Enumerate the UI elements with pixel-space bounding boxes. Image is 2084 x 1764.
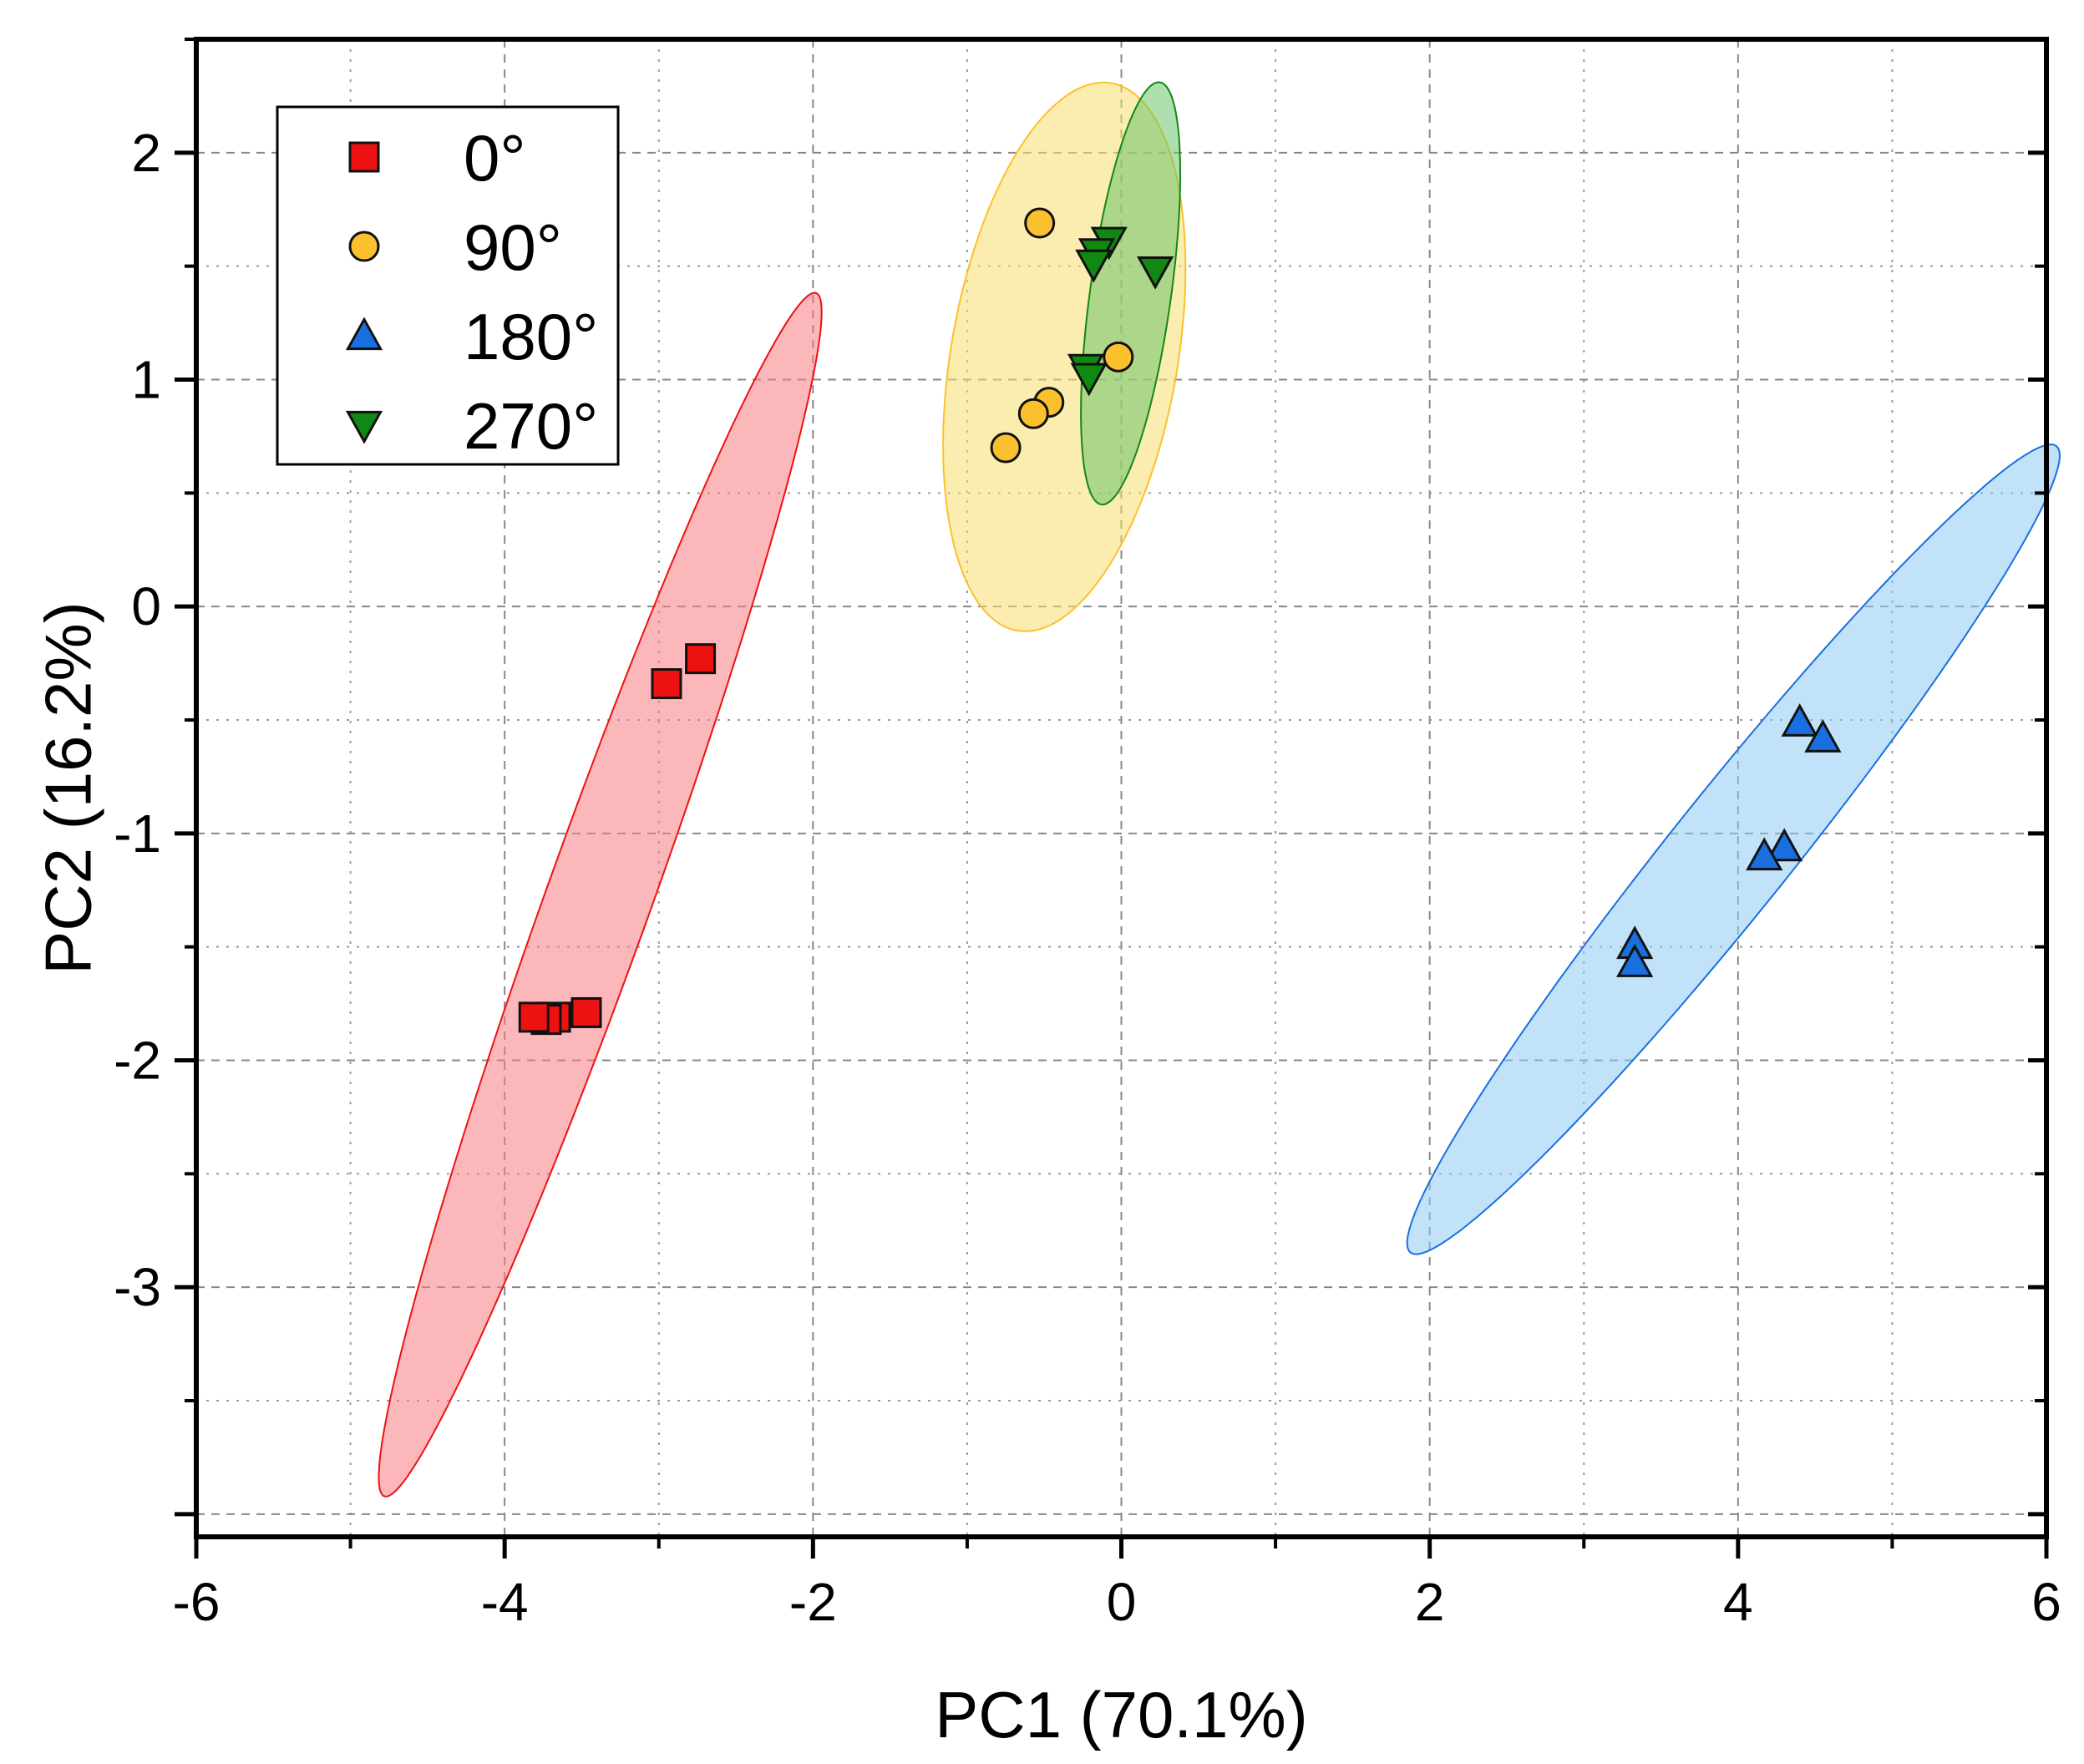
x-tick-label: -4 xyxy=(481,1572,529,1632)
y-axis-title: PC2 (16.2%) xyxy=(32,601,105,975)
y-tick-label: -1 xyxy=(114,803,161,864)
x-tick-label: -2 xyxy=(789,1572,837,1632)
legend-label: 90° xyxy=(464,210,562,284)
legend-label: 180° xyxy=(464,300,598,373)
data-point xyxy=(1746,837,1783,871)
data-point xyxy=(1103,341,1134,373)
confidence-ellipse xyxy=(378,291,823,1498)
x-tick-label: 2 xyxy=(1415,1572,1445,1632)
legend-label: 270° xyxy=(464,389,598,463)
confidence-ellipse xyxy=(1406,444,2061,1255)
data-point xyxy=(1024,207,1056,239)
data-point xyxy=(685,643,717,675)
legend-marker xyxy=(345,410,383,444)
legend-marker xyxy=(348,231,380,262)
data-point xyxy=(1070,362,1108,397)
data-point xyxy=(518,1001,550,1033)
data-point xyxy=(570,996,602,1028)
axis-ticks xyxy=(175,38,2049,1559)
x-axis-title: PC1 (70.1%) xyxy=(935,1678,1308,1751)
legend-marker xyxy=(348,141,380,173)
x-tick-label: -6 xyxy=(173,1572,221,1632)
data-point xyxy=(1804,719,1842,753)
y-tick-label: -2 xyxy=(114,1031,161,1091)
y-tick-labels: -3 -2 -1 0 1 2 xyxy=(114,123,161,1317)
data-point xyxy=(651,668,682,700)
legend: 0° 90° 180° 270° xyxy=(276,105,620,466)
data-point xyxy=(1075,249,1113,283)
x-tick-label: 6 xyxy=(2031,1572,2061,1632)
legend-box xyxy=(276,105,620,466)
confidence-ellipse xyxy=(1080,81,1181,506)
y-tick-label: 1 xyxy=(131,350,161,410)
confidence-ellipses xyxy=(378,81,2061,1498)
data-point xyxy=(990,432,1022,464)
data-point xyxy=(1017,398,1049,429)
y-tick-label: 2 xyxy=(131,123,161,183)
x-tick-labels: -6 -4 -2 0 2 4 6 xyxy=(173,1572,2061,1632)
legend-label: 0° xyxy=(464,121,526,195)
data-point xyxy=(1137,256,1174,290)
x-tick-label: 4 xyxy=(1723,1572,1753,1632)
x-tick-label: 0 xyxy=(1107,1572,1137,1632)
data-points xyxy=(518,207,1842,1036)
y-tick-label: -3 xyxy=(114,1257,161,1317)
data-point xyxy=(1766,828,1803,862)
data-point xyxy=(1781,703,1818,737)
legend-marker xyxy=(345,317,383,351)
data-point xyxy=(1616,944,1654,977)
y-tick-label: 0 xyxy=(131,576,161,636)
